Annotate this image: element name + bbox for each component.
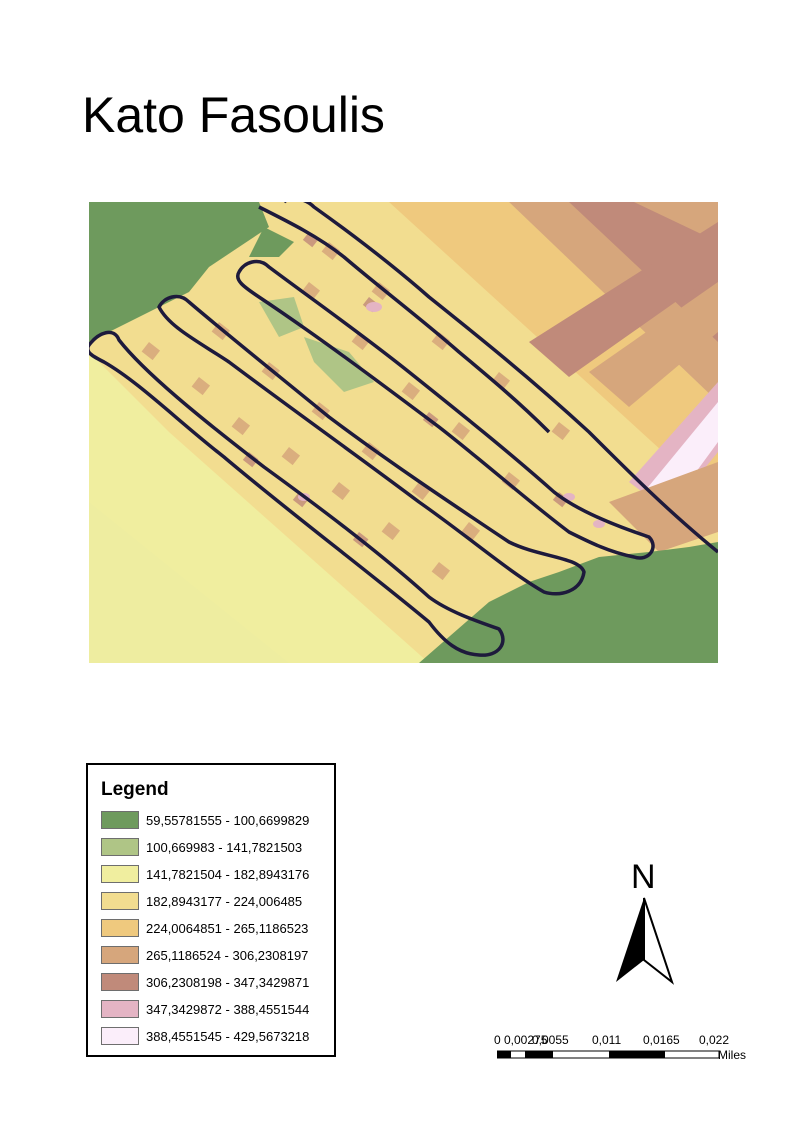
legend-label: 347,3429872 - 388,4551544	[146, 1001, 310, 1017]
legend-swatch	[101, 811, 139, 829]
legend-item: 182,8943177 - 224,006485	[101, 891, 302, 911]
legend-label: 182,8943177 - 224,006485	[146, 893, 303, 909]
legend-swatch	[101, 892, 139, 910]
legend-swatch	[101, 1027, 139, 1045]
legend-item: 388,4551545 - 429,5673218	[101, 1026, 309, 1046]
north-letter: N	[631, 858, 656, 896]
legend-label: 306,2308198 - 347,3429871	[146, 974, 310, 990]
legend-title: Legend	[101, 779, 169, 800]
scale-label: 0,00275	[504, 1033, 548, 1047]
scale-label: 0	[494, 1033, 501, 1047]
legend-panel: Legend 59,55781555 - 100,6699829 100,669…	[86, 763, 336, 1057]
forest-zone-bottom	[419, 542, 718, 663]
elevation-map	[89, 202, 718, 663]
north-arrow: N	[612, 858, 676, 988]
legend-label: 141,7821504 - 182,8943176	[146, 866, 310, 882]
legend-item: 347,3429872 - 388,4551544	[101, 999, 309, 1019]
scale-bar-graphic	[497, 1050, 719, 1059]
scale-label: 0,0165	[643, 1033, 680, 1047]
scale-label: 0,022	[699, 1033, 730, 1047]
legend-swatch	[101, 838, 139, 856]
legend-label: 100,669983 - 141,7821503	[146, 839, 303, 855]
legend-label: 224,0064851 - 265,1186523	[146, 920, 309, 936]
legend-item: 224,0064851 - 265,1186523	[101, 918, 308, 938]
scale-unit: Miles	[718, 1048, 747, 1062]
scale-bar: 0 0,00275 0,0055 0,011 0,0165 0,022 Mile…	[494, 1031, 764, 1071]
legend-swatch	[101, 865, 139, 883]
legend-swatch	[101, 919, 139, 937]
forest-zone-top	[89, 202, 269, 342]
north-arrow-icon	[616, 897, 675, 985]
legend-item: 141,7821504 - 182,8943176	[101, 864, 309, 884]
scale-label: 0,0055	[532, 1033, 569, 1047]
legend-swatch	[101, 1000, 139, 1018]
legend-swatch	[101, 973, 139, 991]
legend-label: 388,4551545 - 429,5673218	[146, 1028, 310, 1044]
legend-swatch	[101, 946, 139, 964]
legend-label: 265,1186524 - 306,2308197	[146, 947, 309, 963]
legend-label: 59,55781555 - 100,6699829	[146, 812, 310, 828]
legend-item: 306,2308198 - 347,3429871	[101, 972, 309, 992]
field-tracks	[89, 202, 718, 657]
scale-label: 0,011	[592, 1033, 622, 1047]
legend-item: 100,669983 - 141,7821503	[101, 837, 302, 857]
legend-item: 59,55781555 - 100,6699829	[101, 810, 309, 830]
map-title: Kato Fasoulis	[82, 87, 385, 143]
legend-item: 265,1186524 - 306,2308197	[101, 945, 308, 965]
